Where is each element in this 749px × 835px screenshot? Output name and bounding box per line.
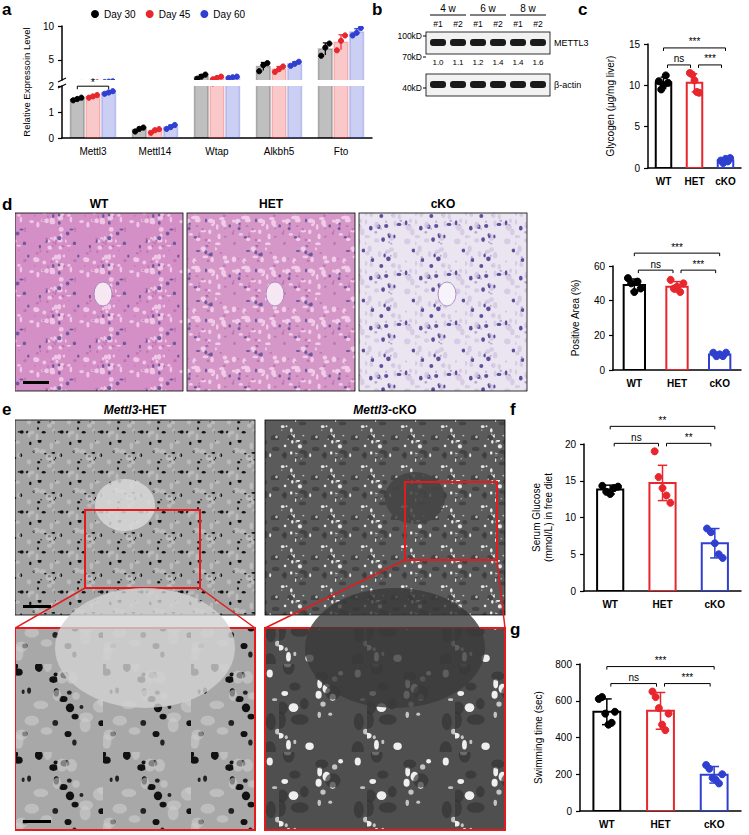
svg-text:20: 20 [594, 330, 606, 341]
svg-text:10: 10 [43, 21, 55, 32]
svg-text:Day 30: Day 30 [104, 9, 136, 20]
svg-text:0: 0 [566, 806, 572, 817]
svg-text:cKO: cKO [704, 819, 725, 830]
svg-text:70kD: 70kD [402, 52, 422, 62]
svg-text:Day 45: Day 45 [159, 9, 191, 20]
svg-text:60: 60 [594, 261, 606, 272]
svg-text:5: 5 [570, 549, 576, 560]
svg-text:Fto: Fto [334, 146, 349, 157]
svg-text:**: ** [685, 432, 693, 443]
svg-text:2: 2 [48, 81, 54, 92]
svg-text:(mmol/L) in free diet: (mmol/L) in free diet [543, 473, 554, 562]
html-text:g: g [510, 620, 521, 639]
svg-text:Mettl14: Mettl14 [139, 146, 172, 157]
svg-text:Mettl3-HET: Mettl3-HET [104, 403, 167, 417]
svg-text:1.4: 1.4 [492, 58, 504, 67]
svg-text:WT: WT [90, 197, 109, 211]
svg-text:ns: ns [631, 432, 642, 443]
svg-text:cKO: cKO [705, 599, 726, 610]
svg-text:ns: ns [674, 53, 685, 64]
svg-text:10: 10 [565, 512, 577, 523]
svg-text:100kD: 100kD [397, 31, 422, 41]
svg-text:0: 0 [599, 365, 605, 376]
html-text:f: f [510, 400, 516, 419]
svg-text:cKO: cKO [709, 378, 730, 389]
svg-text:***: *** [689, 36, 701, 47]
svg-text:10: 10 [629, 80, 641, 91]
svg-text:Positive Area (%): Positive Area (%) [570, 280, 581, 357]
svg-text:**: ** [659, 415, 667, 426]
svg-text:5: 5 [48, 54, 54, 65]
svg-text:Mettl3: Mettl3 [79, 146, 107, 157]
svg-text:***: *** [704, 53, 716, 64]
svg-text:ns: ns [628, 672, 639, 683]
svg-text:400: 400 [555, 732, 572, 743]
svg-text:#1: #1 [473, 19, 483, 29]
svg-text:***: *** [692, 259, 704, 270]
svg-text:β-actin: β-actin [554, 80, 581, 90]
svg-text:0: 0 [48, 133, 54, 144]
svg-text:#1: #1 [433, 19, 443, 29]
svg-text:Serum Glucose: Serum Glucose [531, 483, 542, 552]
svg-text:cKO: cKO [715, 176, 736, 187]
svg-text:#1: #1 [513, 19, 523, 29]
html-text:e: e [2, 400, 12, 419]
svg-text:HET: HET [259, 197, 284, 211]
svg-text:***: *** [671, 242, 683, 253]
svg-text:Wtap: Wtap [205, 146, 229, 157]
svg-text:8 w: 8 w [520, 3, 536, 14]
html-text:b: b [372, 0, 383, 19]
svg-text:HET: HET [653, 599, 673, 610]
svg-text:200: 200 [555, 769, 572, 780]
html-text:a: a [2, 0, 12, 19]
svg-text:cKO: cKO [431, 197, 456, 211]
svg-text:4 w: 4 w [440, 3, 456, 14]
svg-text:#2: #2 [533, 19, 543, 29]
svg-text:40kD: 40kD [402, 83, 422, 93]
svg-text:20: 20 [565, 439, 577, 450]
svg-text:HET: HET [667, 378, 687, 389]
svg-text:1.4: 1.4 [512, 58, 524, 67]
svg-text:Swimming time (sec): Swimming time (sec) [533, 691, 544, 784]
svg-text:1.6: 1.6 [532, 58, 544, 67]
html-text:c: c [578, 0, 588, 19]
svg-text:0: 0 [634, 163, 640, 174]
svg-text:Day 60: Day 60 [213, 9, 245, 20]
svg-text:#2: #2 [493, 19, 503, 29]
svg-text:HET: HET [685, 176, 705, 187]
svg-text:*: * [91, 76, 96, 88]
svg-text:WT: WT [656, 176, 672, 187]
svg-text:***: *** [681, 672, 693, 683]
svg-text:1: 1 [48, 107, 54, 118]
svg-text:Alkbh5: Alkbh5 [264, 146, 295, 157]
svg-text:1.1: 1.1 [452, 58, 464, 67]
svg-text:40: 40 [594, 295, 606, 306]
svg-text:WT: WT [602, 599, 618, 610]
svg-text:15: 15 [565, 475, 577, 486]
svg-text:15: 15 [629, 39, 641, 50]
svg-text:6 w: 6 w [480, 3, 496, 14]
svg-text:Relative Expressoin Level: Relative Expressoin Level [21, 27, 32, 136]
svg-text:Mettl3-cKO: Mettl3-cKO [353, 403, 416, 417]
svg-text:#2: #2 [453, 19, 463, 29]
svg-text:800: 800 [555, 659, 572, 670]
svg-text:WT: WT [627, 378, 643, 389]
svg-text:1.2: 1.2 [472, 58, 484, 67]
svg-text:0: 0 [570, 586, 576, 597]
svg-text:Glycogen (μg/mg liver): Glycogen (μg/mg liver) [605, 56, 616, 157]
svg-text:HET: HET [651, 819, 671, 830]
svg-text:5: 5 [634, 121, 640, 132]
svg-text:WT: WT [599, 819, 615, 830]
html-text:d: d [2, 195, 13, 214]
svg-text:1.0: 1.0 [432, 58, 444, 67]
svg-text:ns: ns [650, 259, 661, 270]
svg-text:600: 600 [555, 695, 572, 706]
svg-text:***: *** [655, 655, 667, 666]
svg-text:METTL3: METTL3 [554, 38, 589, 48]
